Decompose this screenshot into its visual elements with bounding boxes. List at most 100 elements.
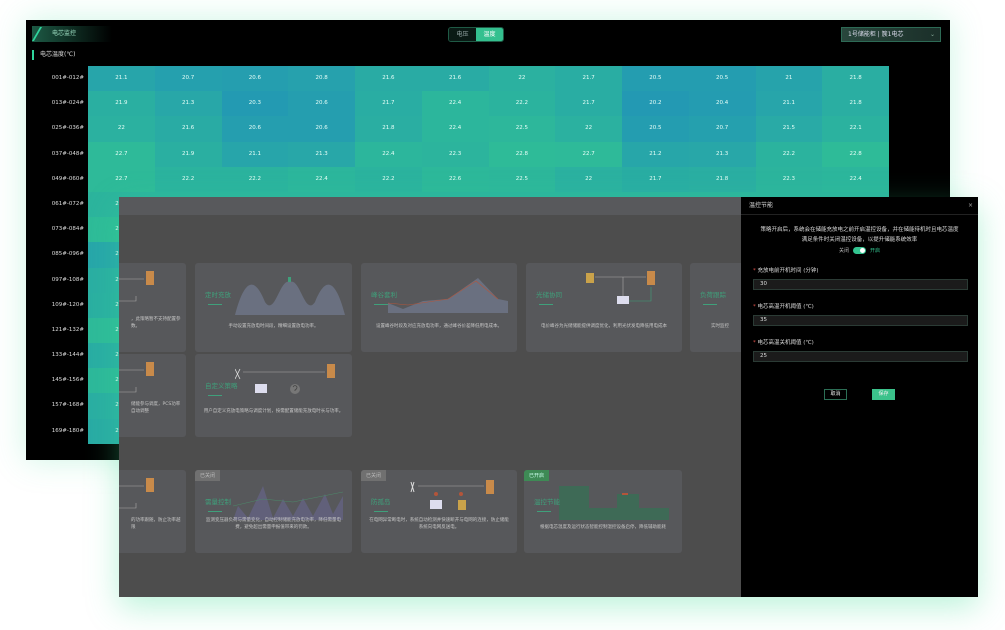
strategy-card[interactable]: 已关闭 防孤岛 在电网异常断电时，系统自动检测并快速断开与电网的连接，防止储能系统向… (361, 470, 517, 553)
card-description: 用户自定义充放电策略与调度计划，按需配置储能充放电时长与功率。 (203, 409, 344, 414)
heatmap-row-label: 025#-036# (51, 125, 84, 132)
save-button[interactable]: 保存 (872, 389, 895, 400)
window-title: 电芯监控 (31, 26, 112, 42)
card-description: 监测变压器负荷与需量变化，自动控制储能充放电功率，降低需量电费，避免超出需量申报… (206, 518, 341, 530)
field-label-preheat-time: 充放电前开机时间 (分钟) (753, 266, 978, 274)
high-temp-on-input[interactable]: 35 (753, 315, 968, 326)
heatmap-cell: 22.4 (421, 91, 489, 117)
heatmap-cell: 21.8 (355, 116, 422, 142)
heatmap-row-label: 037#-048# (51, 150, 84, 157)
heatmap-cell: 21.7 (622, 166, 689, 192)
heatmap-cell: 21.3 (154, 91, 222, 117)
heatmap-row-label: 061#-072# (51, 200, 84, 207)
heatmap-cell: 22 (555, 116, 622, 142)
field-label-high-off: 电芯高温关机阈值 (℃) (753, 338, 978, 346)
heatmap-cell: 22.1 (822, 116, 889, 142)
heatmap-row-label: 157#-168# (51, 402, 84, 409)
card-description: 手动设置充放电时间段，精细设置放电功率。 (228, 324, 319, 329)
strategy-card[interactable]: 已关闭需量控制监测变压器负荷与需量变化，自动控制储能充放电功率，降低需量电费，避… (195, 470, 352, 553)
heatmap-cell: 21.9 (154, 141, 222, 167)
card-title: 自定义策略 (205, 380, 238, 396)
dialog-header: 温控节能 × (741, 197, 978, 215)
heatmap-cell: 20.4 (688, 91, 756, 117)
heatmap-cell: 22.2 (154, 166, 222, 192)
heatmap-row-label: 085#-096# (51, 251, 84, 258)
enable-toggle-row: 关闭 开启 (741, 247, 978, 254)
chevron-down-icon: ⌄ (929, 31, 935, 38)
strategy-illustration-icon (235, 364, 335, 394)
heatmap-cell: 21.1 (755, 91, 823, 117)
tab-temperature[interactable]: 温度 (476, 28, 503, 41)
heatmap-row: 013#-024# 21.9 21.3 20.3 20.6 21.7 22.4 22.2 21.… (52, 91, 889, 117)
metric-toggle[interactable]: 电压 温度 (448, 27, 504, 42)
card-title: 需量控制 (205, 496, 231, 512)
heatmap-cell: 21.6 (355, 66, 422, 92)
heatmap-row-label: 145#-156# (51, 377, 84, 384)
card-title: 防孤岛 (371, 496, 391, 512)
strategy-window: ，此策略暂不支持配置参数。 定时充放 手动设置充放电时间段，精细设置放电功率。 峰谷套… (119, 197, 978, 597)
heatmap-cell: 22.8 (488, 141, 556, 167)
heatmap-cell: 22.2 (355, 166, 422, 192)
status-badge: 已关闭 (195, 470, 221, 481)
heatmap-cell: 21.8 (822, 66, 889, 92)
strategy-dialog: 温控节能 × 策略开启后，系统会在储能充放电之前开启温控设备，并在储能待机时且电芯… (741, 197, 978, 597)
heatmap-cell: 21.7 (555, 66, 622, 92)
tab-voltage[interactable]: 电压 (449, 28, 476, 41)
device-select[interactable]: 1号储能柜 | 簇1电芯 ⌄ (841, 27, 941, 42)
heatmap-cell: 20.6 (221, 116, 289, 142)
strategy-illustration-icon (388, 278, 508, 313)
heatmap-cell: 20.6 (288, 116, 355, 142)
field-label-high-on: 电芯高温开机阈值 (℃) (753, 302, 978, 310)
heatmap-row: 049#-060# 22.7 22.2 22.2 22.4 22.2 22.6 22.5 22 2… (52, 166, 889, 192)
heatmap-cell: 22.4 (355, 141, 422, 167)
strategy-card[interactable]: 的功率跟随，防止功率越限 (119, 470, 186, 553)
preheat-time-input[interactable]: 30 (753, 279, 968, 290)
strategy-card[interactable]: 定时充放手动设置充放电时间段，精细设置放电功率。 (195, 263, 352, 352)
heatmap-cell: 22 (555, 166, 622, 192)
heatmap-cell: 21.7 (555, 91, 622, 117)
heatmap-cell: 21.6 (154, 116, 222, 142)
heatmap-row-label: 121#-132# (51, 326, 84, 333)
cancel-button[interactable]: 取消 (824, 389, 847, 400)
heatmap-cell: 22.5 (488, 116, 556, 142)
heatmap-cell: 20.3 (221, 91, 289, 117)
heatmap-cell: 22.7 (88, 166, 155, 192)
strategy-card[interactable]: 储能参与调度，PCS功率自动调整 (119, 354, 186, 437)
strategy-illustration-icon (559, 486, 669, 520)
heatmap-cell: 21.2 (622, 141, 689, 167)
heatmap-cell: 21.5 (755, 116, 823, 142)
strategy-illustration-icon (119, 478, 154, 509)
heatmap-row-label: 169#-180# (51, 427, 84, 434)
strategy-card[interactable]: ，此策略暂不支持配置参数。 (119, 263, 186, 352)
heatmap-cell: 22.7 (88, 141, 155, 167)
toggle-off-label: 关闭 (838, 248, 849, 254)
strategy-card[interactable]: 自定义策略用户自定义充放电策略与调度计划，按需配置储能充放电时长与功率。 (195, 354, 352, 437)
section-title: 电芯温度(℃) (32, 50, 75, 60)
high-temp-off-input[interactable]: 25 (753, 351, 968, 362)
heatmap-cell: 22.4 (822, 166, 889, 192)
strategy-illustration-icon (119, 362, 154, 393)
card-title: 温控节能 (534, 496, 560, 512)
strategy-card[interactable]: 负荷跟踪 实时监控 (690, 263, 741, 352)
heatmap-cell: 21.6 (421, 66, 489, 92)
heatmap-cell: 22.7 (555, 141, 622, 167)
heatmap-row-label: 097#-108# (51, 276, 84, 283)
card-description: 电价峰谷为光储储能提供调度优化，利用光伏发电降低用电成本 (541, 324, 667, 329)
strategy-card[interactable]: 峰谷套利 设置峰谷时段及对应充放电功率，通过峰谷价差降低用电成本。 (361, 263, 517, 352)
strategy-card[interactable]: 已开启 温控节能 根据电芯温度及运行状态智能控制温控设备启停，降低辅助能耗 (524, 470, 682, 553)
heatmap-cell: 21.1 (88, 66, 155, 92)
status-badge: 已关闭 (361, 470, 387, 481)
close-icon[interactable]: × (967, 202, 973, 209)
heatmap-cell: 20.6 (221, 66, 289, 92)
card-title: 定时充放 (205, 289, 231, 305)
strategy-illustration-icon (586, 271, 655, 304)
logo-stripes-icon (31, 27, 51, 41)
heatmap-cell: 22.2 (755, 141, 823, 167)
heatmap-cell: 22.4 (421, 116, 489, 142)
strategy-card[interactable]: 光储协同 电价峰谷为光储储能提供调度优化，利用光伏发电降低用电成本 (526, 263, 682, 352)
enable-switch[interactable] (853, 247, 866, 254)
heatmap-cell: 21.1 (221, 141, 289, 167)
heatmap-row-label: 073#-084# (51, 226, 84, 233)
heatmap-cell: 20.8 (288, 66, 355, 92)
heatmap-cell: 22 (488, 66, 556, 92)
